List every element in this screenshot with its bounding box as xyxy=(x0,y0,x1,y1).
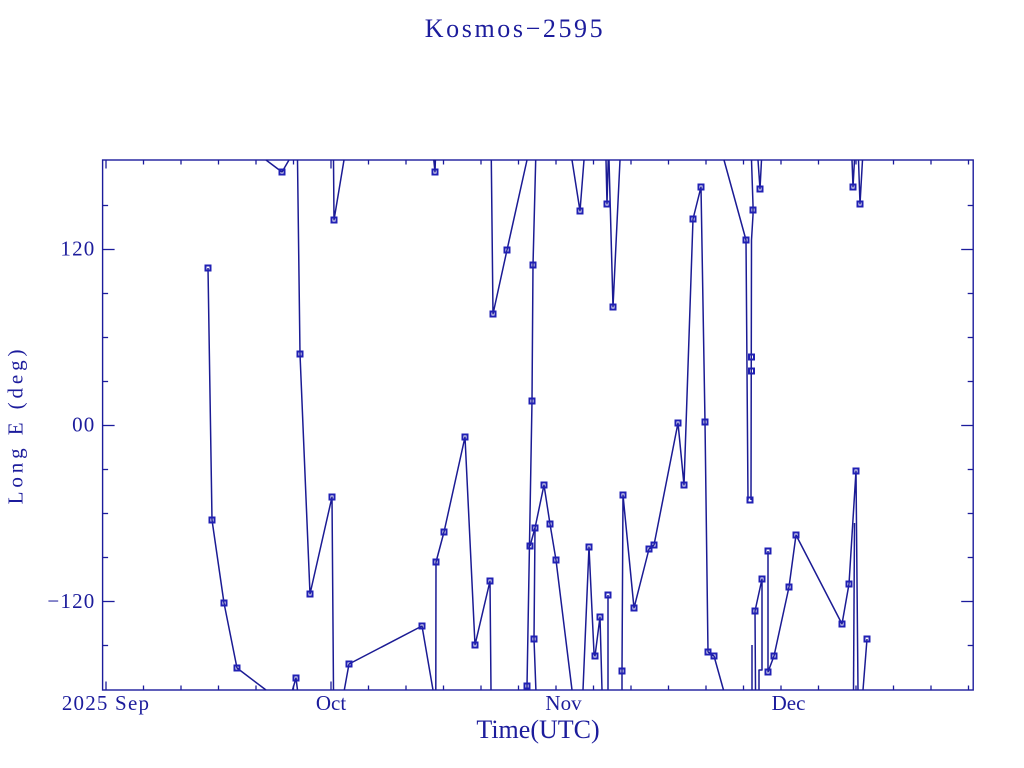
svg-text:Nov: Nov xyxy=(545,691,582,715)
svg-text:−120: −120 xyxy=(47,589,95,613)
svg-text:Time(UTC): Time(UTC) xyxy=(476,715,599,744)
svg-text:120: 120 xyxy=(60,237,95,261)
svg-text:00: 00 xyxy=(72,413,95,437)
svg-text:2025 Sep: 2025 Sep xyxy=(62,691,150,715)
svg-text:Kosmos−2595: Kosmos−2595 xyxy=(425,14,606,43)
svg-text:Oct: Oct xyxy=(316,691,346,715)
svg-text:Dec: Dec xyxy=(772,691,806,715)
svg-text:Long E (deg): Long E (deg) xyxy=(4,346,28,505)
